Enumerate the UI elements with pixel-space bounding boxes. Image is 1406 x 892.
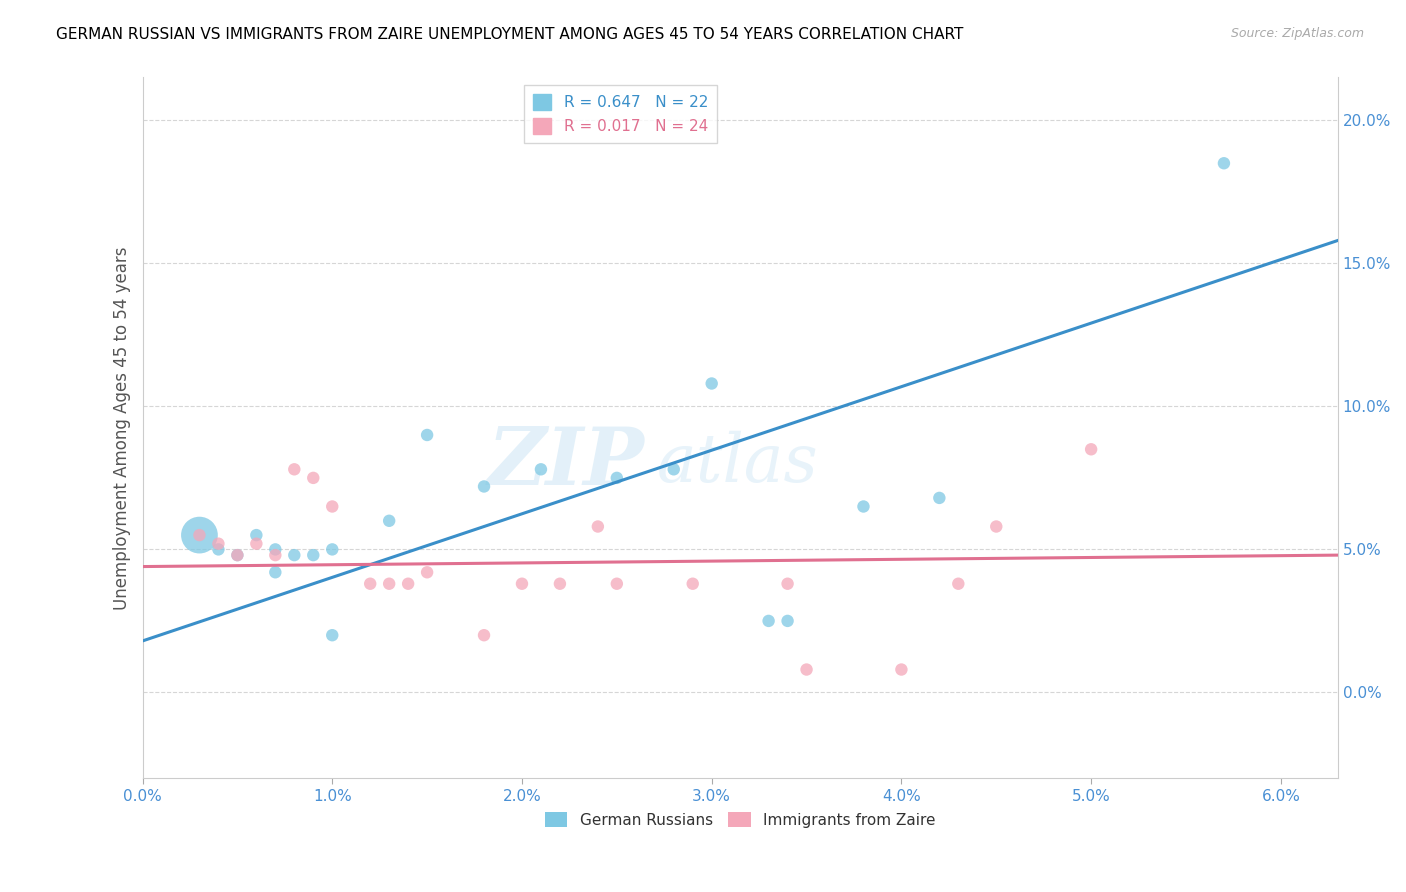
Point xyxy=(776,614,799,628)
Point xyxy=(530,462,553,476)
Point xyxy=(548,576,571,591)
Point xyxy=(986,519,1008,533)
Point xyxy=(264,548,287,562)
Point xyxy=(396,576,419,591)
Point xyxy=(378,514,401,528)
Point xyxy=(606,471,628,485)
Point xyxy=(321,542,343,557)
Point xyxy=(700,376,723,391)
Point xyxy=(245,537,267,551)
Point xyxy=(302,548,325,562)
Text: ZIP: ZIP xyxy=(488,424,644,501)
Point xyxy=(890,663,912,677)
Point xyxy=(472,479,495,493)
Point xyxy=(416,428,439,442)
Point xyxy=(776,576,799,591)
Point xyxy=(188,528,211,542)
Point xyxy=(510,576,533,591)
Point xyxy=(321,500,343,514)
Point xyxy=(283,548,305,562)
Point xyxy=(758,614,780,628)
Point xyxy=(359,576,381,591)
Y-axis label: Unemployment Among Ages 45 to 54 years: Unemployment Among Ages 45 to 54 years xyxy=(114,246,131,609)
Text: atlas: atlas xyxy=(657,430,818,495)
Point xyxy=(928,491,950,505)
Point xyxy=(796,663,818,677)
Point xyxy=(207,537,229,551)
Point xyxy=(1080,442,1102,457)
Point xyxy=(226,548,249,562)
Point xyxy=(416,566,439,580)
Point xyxy=(207,542,229,557)
Point xyxy=(226,548,249,562)
Text: Source: ZipAtlas.com: Source: ZipAtlas.com xyxy=(1230,27,1364,40)
Point xyxy=(948,576,970,591)
Point xyxy=(682,576,704,591)
Point xyxy=(264,566,287,580)
Text: GERMAN RUSSIAN VS IMMIGRANTS FROM ZAIRE UNEMPLOYMENT AMONG AGES 45 TO 54 YEARS C: GERMAN RUSSIAN VS IMMIGRANTS FROM ZAIRE … xyxy=(56,27,963,42)
Point xyxy=(283,462,305,476)
Point xyxy=(606,576,628,591)
Point xyxy=(378,576,401,591)
Point xyxy=(586,519,609,533)
Point xyxy=(1213,156,1236,170)
Point xyxy=(321,628,343,642)
Legend: German Russians, Immigrants from Zaire: German Russians, Immigrants from Zaire xyxy=(538,805,942,834)
Point xyxy=(472,628,495,642)
Point xyxy=(188,528,211,542)
Point xyxy=(662,462,685,476)
Point xyxy=(852,500,875,514)
Point xyxy=(245,528,267,542)
Point xyxy=(264,542,287,557)
Point xyxy=(302,471,325,485)
